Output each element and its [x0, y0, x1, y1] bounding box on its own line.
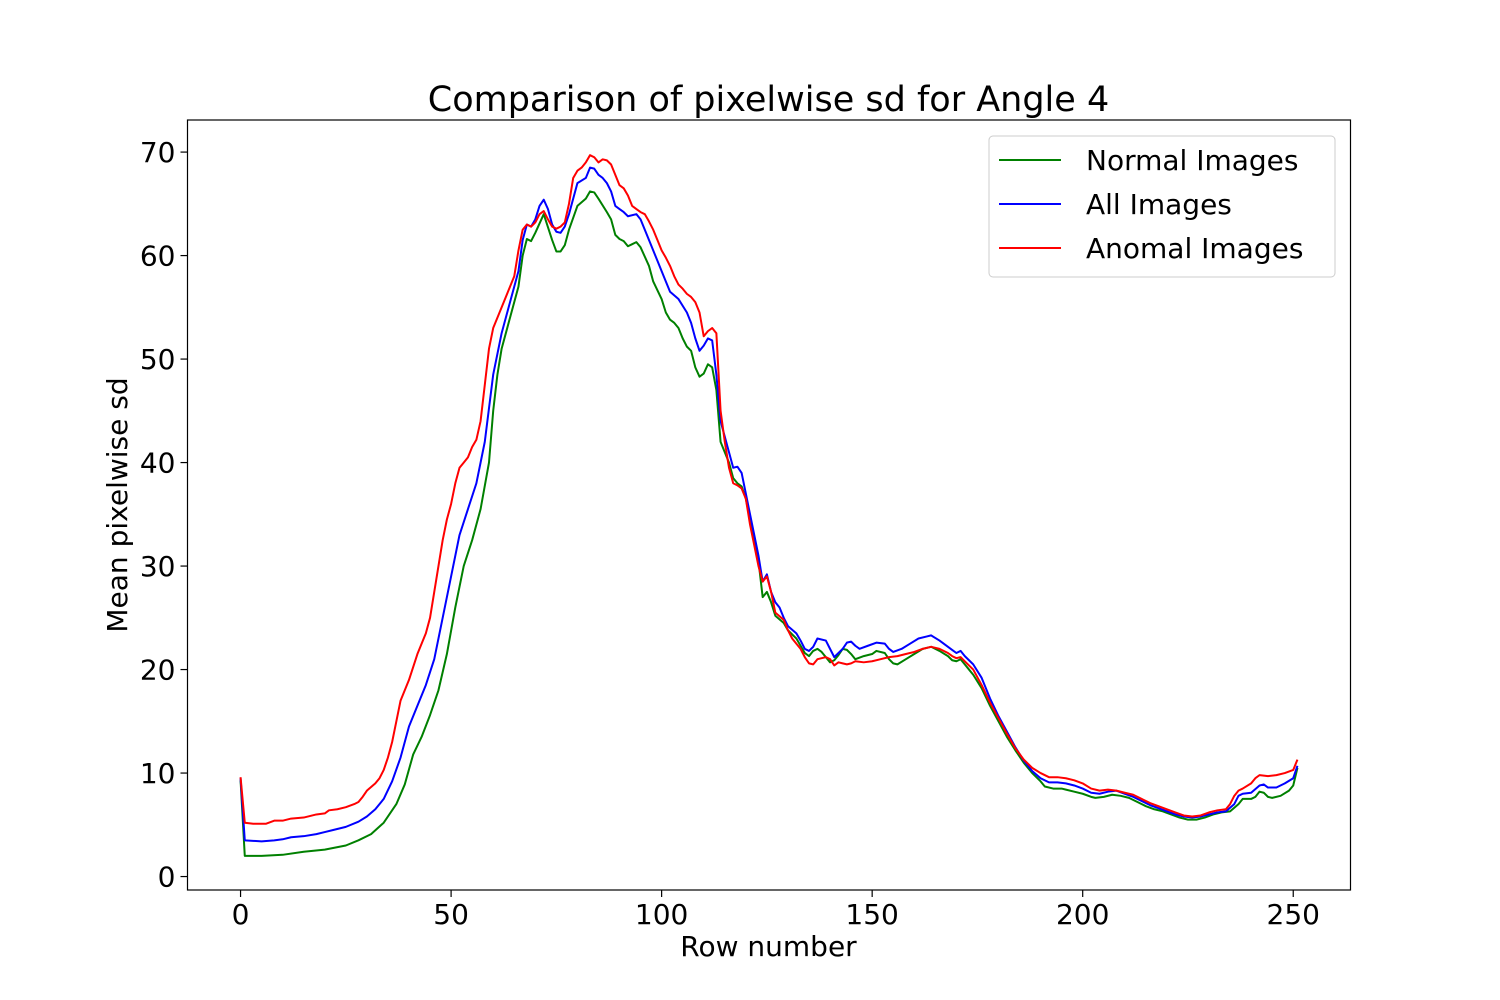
y-tick-label: 50 — [140, 343, 176, 376]
y-tick-label: 60 — [140, 240, 176, 273]
legend-box — [988, 135, 1336, 278]
chart-title: Comparison of pixelwise sd for Angle 4 — [428, 80, 1109, 120]
legend: Normal Images All Images Anomal Images — [988, 135, 1336, 278]
legend-label-1: Normal Images — [1086, 144, 1299, 177]
series-line-1 — [239, 190, 1299, 857]
y-tick-label: 40 — [140, 447, 176, 480]
y-tick-label: 20 — [140, 654, 176, 687]
x-axis-ticks: 0 50 100 150 200 250 — [232, 890, 1320, 931]
x-tick-label: 200 — [1056, 898, 1109, 931]
x-tick-label: 100 — [635, 898, 688, 931]
x-tick-label: 50 — [433, 898, 469, 931]
x-tick-label: 150 — [845, 898, 898, 931]
y-tick-label: 0 — [158, 861, 176, 894]
x-axis-label: Row number — [680, 930, 857, 963]
y-tick-label: 70 — [140, 136, 176, 169]
series-layer — [239, 154, 1299, 857]
x-tick-label: 250 — [1267, 898, 1320, 931]
y-tick-label: 30 — [140, 550, 176, 583]
x-tick-label: 0 — [232, 898, 250, 931]
legend-label-3: Anomal Images — [1086, 232, 1303, 265]
legend-label-2: All Images — [1086, 188, 1232, 221]
y-axis-ticks: 0 10 20 30 40 50 60 70 — [140, 136, 188, 894]
plot-frame — [186, 119, 1352, 891]
series-line-3 — [239, 154, 1299, 825]
y-axis-label: Mean pixelwise sd — [101, 377, 134, 632]
y-tick-label: 10 — [140, 757, 176, 790]
